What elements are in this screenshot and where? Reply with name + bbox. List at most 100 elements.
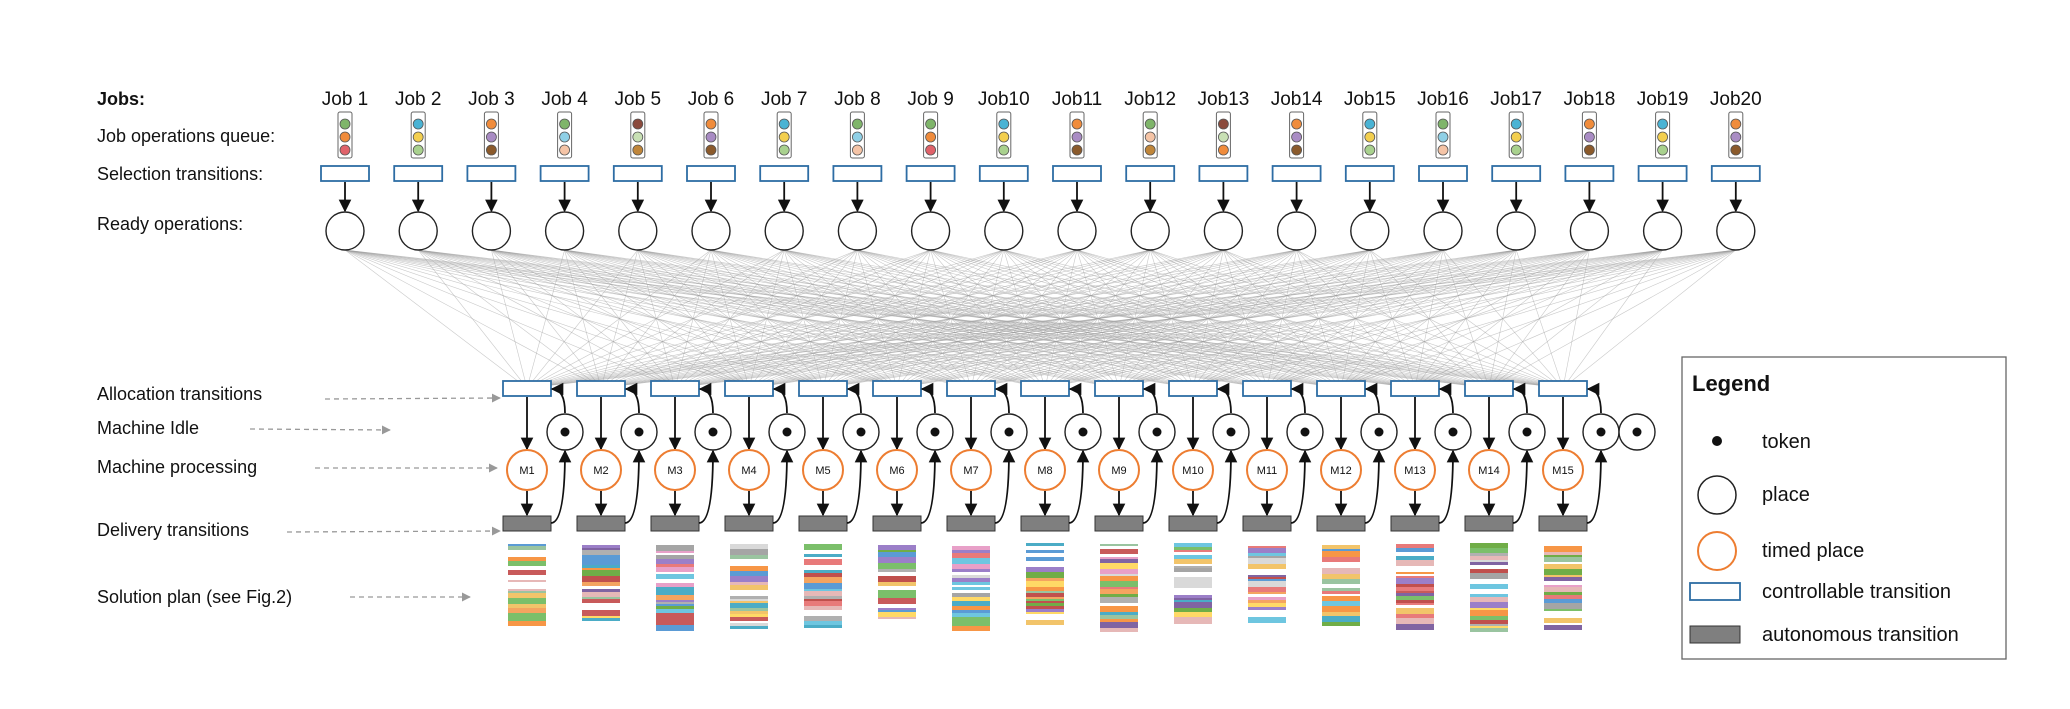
plan-stripe bbox=[656, 609, 694, 613]
plan-stripe bbox=[508, 591, 546, 593]
plan-stripe bbox=[582, 618, 620, 621]
selection-transition bbox=[1418, 165, 1468, 182]
plan-stripe bbox=[1544, 577, 1582, 581]
operation-token bbox=[1144, 131, 1156, 143]
machine-processing-place bbox=[728, 449, 770, 491]
plan-stripe bbox=[1248, 617, 1286, 623]
plan-stripe bbox=[1322, 549, 1360, 551]
plan-stripe bbox=[1322, 606, 1360, 612]
plan-stripe bbox=[1396, 576, 1434, 578]
operation-token bbox=[485, 144, 497, 156]
plan-stripe bbox=[952, 550, 990, 553]
plan-stripe bbox=[656, 551, 694, 553]
selection-transition bbox=[1491, 165, 1542, 182]
delivery-transition bbox=[650, 515, 700, 532]
plan-stripe bbox=[1544, 625, 1582, 630]
idle-output-arc bbox=[994, 382, 1010, 414]
plan-stripe bbox=[582, 589, 620, 592]
plan-stripe bbox=[952, 621, 990, 626]
plan-stripe bbox=[1396, 608, 1434, 614]
delivery-transition bbox=[798, 515, 848, 532]
plan-stripe bbox=[508, 546, 546, 550]
plan-stripe bbox=[1026, 543, 1064, 546]
ready-operation-place bbox=[984, 211, 1024, 251]
plan-stripe bbox=[730, 585, 768, 590]
idle-token bbox=[1448, 427, 1458, 437]
machine-columns: M1 M2 M3 M4 M5 M6 M7 M8 M9 M10 M11 M12 M13 M14 M15 bbox=[502, 380, 1656, 632]
plan-stripe bbox=[1470, 548, 1508, 551]
operation-token bbox=[925, 144, 936, 156]
operation-token bbox=[1218, 144, 1229, 156]
plan-stripe bbox=[730, 596, 768, 599]
ready-operation-place bbox=[1276, 211, 1317, 251]
selection-transition bbox=[539, 165, 590, 182]
selection-transition bbox=[832, 165, 883, 182]
plan-stripe bbox=[952, 564, 990, 569]
allocation-input-arc bbox=[526, 249, 1151, 389]
operation-token bbox=[559, 131, 570, 143]
plan-stripe bbox=[730, 599, 768, 601]
plan-stripe bbox=[582, 576, 620, 582]
plan-stripe bbox=[730, 544, 768, 549]
plan-stripe bbox=[1026, 609, 1064, 612]
machine-processing-place bbox=[580, 449, 622, 491]
job-columns: Job 1 Job 2 Job 3 Job 4 Job 5 Job 6 Job 7 Job 8… bbox=[320, 89, 1762, 251]
plan-stripe bbox=[804, 621, 842, 625]
operation-token bbox=[1584, 118, 1595, 130]
operation-token bbox=[1071, 144, 1083, 156]
idle-token bbox=[634, 427, 644, 437]
plan-stripe bbox=[1100, 589, 1138, 594]
selection-transition bbox=[1564, 165, 1615, 182]
solution-plan-stripes bbox=[730, 544, 768, 629]
plan-stripe bbox=[804, 625, 842, 628]
job-column: Job16 bbox=[1417, 89, 1469, 251]
plan-stripe bbox=[1470, 556, 1508, 560]
operation-token bbox=[1510, 131, 1522, 143]
plan-stripe bbox=[1470, 616, 1508, 620]
job-column: Job19 bbox=[1637, 89, 1688, 251]
legend-place-icon bbox=[1697, 475, 1737, 515]
idle-output-arc bbox=[624, 382, 640, 414]
plan-stripe bbox=[1174, 617, 1212, 622]
allocation-transition bbox=[1464, 380, 1514, 397]
solution-plan-stripes bbox=[1026, 543, 1064, 625]
allocation-input-arc bbox=[1414, 249, 1736, 389]
plan-stripe bbox=[730, 608, 768, 611]
idle-output-arc bbox=[1068, 382, 1084, 414]
delivery-transition bbox=[502, 515, 552, 532]
plan-stripe bbox=[1544, 569, 1582, 575]
plan-stripe bbox=[1248, 564, 1286, 569]
plan-stripe bbox=[952, 575, 990, 578]
plan-stripe bbox=[1248, 579, 1286, 581]
solution-plan-stripes bbox=[508, 544, 546, 626]
plan-stripe bbox=[878, 617, 916, 619]
machine-column: M10 bbox=[1168, 380, 1250, 624]
allocation-input-arc bbox=[1003, 249, 1268, 389]
plan-stripe bbox=[1174, 559, 1212, 564]
plan-stripe bbox=[1544, 603, 1582, 609]
operation-token bbox=[1291, 131, 1302, 143]
release-arc bbox=[920, 449, 942, 524]
machine-processing-place bbox=[654, 449, 696, 491]
plan-stripe bbox=[804, 577, 842, 583]
idle-output-arc bbox=[920, 382, 936, 414]
ready-operation-place bbox=[325, 211, 365, 251]
job-title: Job 1 bbox=[322, 89, 368, 110]
operation-token bbox=[1437, 144, 1449, 156]
queue-row-label: Job operations queue: bbox=[97, 126, 275, 146]
job-title: Job 7 bbox=[761, 89, 807, 110]
machine-processing-place bbox=[1468, 449, 1510, 491]
plan-stripe bbox=[582, 570, 620, 576]
operation-token bbox=[485, 118, 497, 130]
solution-plan-stripes bbox=[1396, 544, 1434, 630]
machine-processing-place bbox=[1098, 449, 1140, 491]
delivery-transition bbox=[946, 515, 996, 532]
plan-stripe bbox=[1396, 548, 1434, 552]
plan-stripe bbox=[1322, 551, 1360, 557]
plan-stripe bbox=[1100, 581, 1138, 587]
legend-token-label: token bbox=[1762, 431, 1811, 453]
machine-processing-place bbox=[1024, 449, 1066, 491]
machine-label: M1 bbox=[519, 465, 534, 477]
job-column: Job 8 bbox=[832, 89, 883, 251]
plan-stripe bbox=[582, 550, 620, 555]
